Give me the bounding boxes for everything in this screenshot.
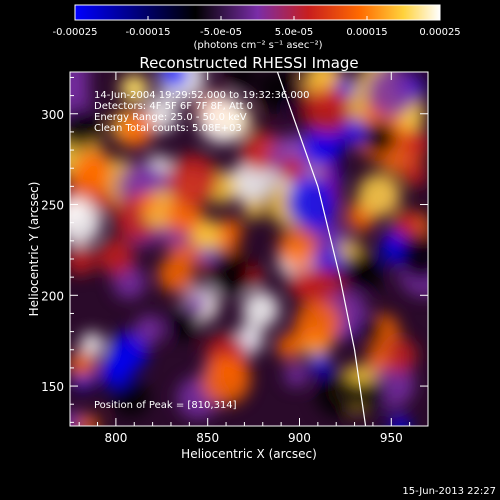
heatmap-cell [167, 153, 219, 206]
heatmap-cell [243, 197, 265, 220]
colorbar-tick-label: 5.0e-05 [275, 27, 313, 38]
heatmap-cell [74, 150, 113, 188]
x-axis-label: Heliocentric X (arcsec) [181, 447, 317, 461]
heatmap-cell [112, 379, 150, 418]
colorbar-tick-label: -0.00025 [53, 27, 98, 38]
heatmap-cell [356, 172, 401, 217]
heatmap-cell [70, 72, 91, 92]
colorbar: -0.00025 -0.00015 -5.0e-05 5.0e-05 0.00015 0.… [53, 4, 461, 51]
heatmap-cell [277, 227, 318, 268]
heatmap-cell [159, 72, 189, 89]
y-axis: 150 200 250 300 [41, 76, 428, 423]
heatmap-cell [79, 332, 105, 357]
heatmap-cell [275, 332, 304, 360]
heatmap-peak [120, 74, 149, 103]
heatmap-cell [365, 72, 418, 118]
heatmap-cell [310, 353, 331, 375]
y-axis-label: Heliocentric Y (arcsec) [27, 182, 41, 317]
heatmap-cell [134, 314, 165, 345]
heatmap-cell [401, 161, 428, 187]
timestamp: 15-Jun-2013 22:27 [402, 486, 496, 497]
heatmap-cell [137, 192, 159, 214]
heatmap-cell [192, 219, 225, 252]
heatmap-cell [380, 337, 417, 374]
x-tick-label: 800 [104, 431, 127, 445]
heatmap-cell [365, 346, 390, 371]
heatmap-cell [197, 94, 247, 144]
plot-frame [69, 71, 429, 427]
heatmap-cell [242, 290, 280, 329]
heatmap-cell [70, 350, 96, 379]
heatmap-cell [117, 110, 155, 149]
colorbar-tick-label: 0.00015 [346, 27, 387, 38]
plot-area [70, 72, 428, 426]
x-axis: 800 850 900 950 [78, 72, 429, 445]
x-tick-label: 950 [380, 431, 403, 445]
x-tick-label: 850 [196, 431, 219, 445]
heatmap-cell [217, 217, 244, 244]
chart-title: Reconstructed RHESSI Image [139, 54, 358, 72]
heatmap-cell [304, 87, 352, 135]
heatmap-blobs [70, 72, 428, 426]
heatmap-cell [77, 414, 100, 426]
x-tick-label: 900 [288, 431, 311, 445]
solar-limb-curve [276, 72, 367, 426]
heatmap-cell [285, 176, 338, 229]
heatmap-cell [362, 120, 398, 156]
heatmap-cell [227, 72, 258, 90]
heatmap-cell [303, 126, 344, 166]
heatmap-cell [342, 251, 384, 293]
y-tick-label: 300 [41, 108, 64, 122]
heatmap-cell [70, 244, 96, 275]
annotation-clean: Clean Total counts: 5.08E+03 [94, 123, 242, 134]
colorbar-tick-label: -5.0e-05 [200, 27, 242, 38]
colorbar-gradient [74, 4, 441, 21]
heatmap-cell [207, 250, 253, 296]
heatmap-cell [284, 362, 309, 388]
annotation-detectors: Detectors: 4F 5F 6F 7F 8F, Att 0 [94, 101, 253, 112]
annotation-energy: Energy Range: 25.0 - 50.0 keV [94, 112, 247, 123]
heatmap-cell [70, 107, 101, 150]
heatmap-cell [201, 355, 251, 405]
annotation-time: 14-Jun-2004 19:29:52.000 to 19:32:36.000 [94, 90, 310, 101]
heatmap-cell [398, 126, 428, 159]
heatmap-cell [91, 189, 115, 214]
y-tick-label: 250 [41, 199, 64, 213]
heatmap-cell [357, 315, 385, 343]
heatmap-cell [341, 119, 368, 146]
heatmap-cell [278, 157, 304, 184]
y-tick-label: 200 [41, 289, 64, 303]
y-tick-label: 150 [41, 380, 64, 394]
heatmap-cell [287, 268, 317, 298]
heatmap-cell [97, 237, 135, 276]
heatmap-cell [293, 301, 342, 349]
heatmap-cell [392, 209, 420, 238]
annotation-block: 14-Jun-2004 19:29:52.000 to 19:32:36.000… [94, 90, 310, 134]
heatmap-cell [315, 372, 361, 418]
heatmap-cell [98, 355, 131, 388]
heatmap-cell [256, 72, 300, 112]
colorbar-tick-label: 0.00025 [419, 27, 460, 38]
peak-label: Position of Peak = [810,314] [94, 400, 237, 411]
heatmap-cell [389, 415, 411, 426]
colorbar-tick-label: -0.00015 [126, 27, 171, 38]
heatmap-cell [398, 233, 428, 281]
colorbar-label: (photons cm⁻² s⁻¹ asec⁻²) [193, 40, 322, 51]
heatmap-cell [166, 306, 201, 341]
heatmap-cell [70, 197, 103, 246]
colorbar-ticks: -0.00025 -0.00015 -5.0e-05 5.0e-05 0.00015 0.… [53, 16, 461, 38]
heatmap-cell [157, 255, 196, 294]
